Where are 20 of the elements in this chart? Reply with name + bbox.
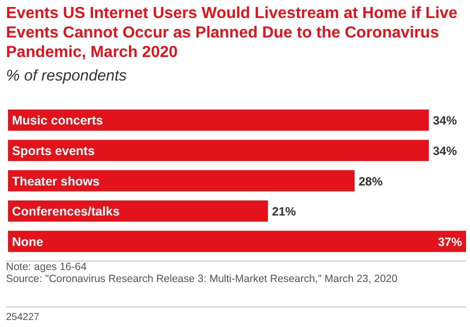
data-label: 34% xyxy=(432,144,458,158)
bar xyxy=(8,110,429,131)
data-label: 37% xyxy=(438,234,462,249)
source-note: Source: "Coronavirus Research Release 3: Multi-Market Research," March 23, 2020 xyxy=(6,273,398,285)
y-tick-label: Conferences/talks xyxy=(12,204,120,219)
y-tick-label: Sports events xyxy=(12,144,95,158)
data-label: 21% xyxy=(272,204,296,219)
bar xyxy=(8,170,355,192)
text: 254227 xyxy=(6,312,40,323)
data-label: 34% xyxy=(432,114,458,128)
y-tick-label: Music concerts xyxy=(12,114,104,128)
bar xyxy=(8,140,429,162)
bar xyxy=(8,230,466,252)
bar xyxy=(8,200,268,222)
data-label: 28% xyxy=(358,174,383,188)
text: Note: ages 16-64 xyxy=(6,261,87,273)
chart-title: Events US Internet Users Would Livestream at Home if Live Events Cannot Occur as Planned Due to the Coronavirus Pandemic, March 2020 xyxy=(6,5,458,61)
chart-subtitle: % of respondents xyxy=(6,68,127,84)
y-tick-label: None xyxy=(12,234,44,249)
y-tick-label: Theater shows xyxy=(12,174,100,188)
